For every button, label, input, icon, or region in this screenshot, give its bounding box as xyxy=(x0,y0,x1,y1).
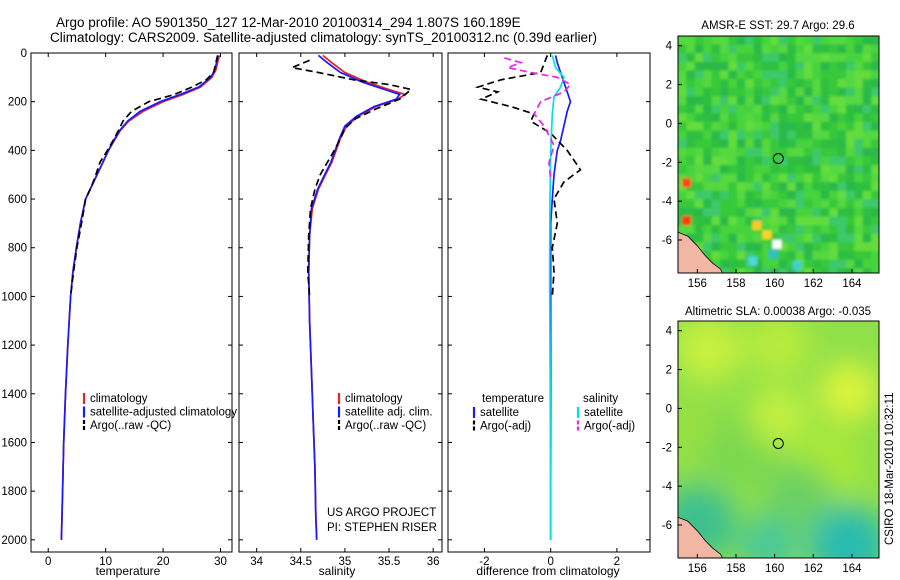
y-tick-label: 1400 xyxy=(1,389,27,401)
x-tick-label: -2 xyxy=(479,556,489,568)
map-x-tick-label: 158 xyxy=(726,278,745,290)
salinity-lines xyxy=(289,54,413,540)
legend-label: Argo(..raw -QC) xyxy=(90,420,171,432)
legend-label: Argo(-adj) xyxy=(480,421,531,433)
sst-map-frame xyxy=(677,35,880,274)
y-tick-label: 400 xyxy=(8,145,27,157)
y-tick-label: 200 xyxy=(8,97,27,109)
temperature-legend: climatology satellite-adjusted climatolog… xyxy=(82,393,237,432)
legend-label: satellite-adjusted climatology xyxy=(90,407,237,419)
map-y-tick-label: -2 xyxy=(662,442,672,454)
difference-x-label: difference from climatology xyxy=(476,564,619,578)
legend-column-title: salinity xyxy=(583,393,618,405)
sla-map-field xyxy=(678,321,879,558)
sst-map-panel: AMSR-E SST: 29.7 Argo: 29.6 156 158 160 162… xyxy=(662,20,880,290)
x-tick-label: 0 xyxy=(547,556,553,568)
salinity-x-ticks: 34 34.5 35 35.5 36 xyxy=(239,52,442,568)
salinity-axes-frame xyxy=(238,52,443,553)
sla-map-frame xyxy=(677,320,880,559)
y-tick-label: 800 xyxy=(8,243,27,255)
map-x-tick-label: 164 xyxy=(842,563,862,575)
map-y-tick-label: -2 xyxy=(662,157,672,169)
map-y-tick-label: 2 xyxy=(666,80,672,92)
header-line-1: Argo profile: AO 5901350_127 12-Mar-2010… xyxy=(56,15,521,30)
y-tick-label: 1800 xyxy=(1,486,27,498)
csiro-stamp: CSIRO 18-Mar-2010 10:32:11 xyxy=(884,392,896,545)
x-tick-label: 0 xyxy=(45,556,51,568)
map-x-tick-label: 156 xyxy=(688,563,707,575)
sst-map-ticks: 156 158 160 162 164 -6 -4 -2 0 2 4 xyxy=(662,41,862,290)
argo-position-marker xyxy=(772,153,784,164)
x-tick-label: 35.5 xyxy=(378,556,400,568)
legend-label: satellite xyxy=(480,407,519,419)
temperature-axes-frame xyxy=(30,52,233,553)
map-y-tick-label: -4 xyxy=(662,196,673,208)
legend-label: climatology xyxy=(345,393,403,405)
map-y-tick-label: -6 xyxy=(662,520,672,532)
y-tick-label: 2000 xyxy=(1,535,27,547)
x-tick-label: 30 xyxy=(214,556,227,568)
y-tick-label: 0 xyxy=(21,48,27,60)
temperature-lines xyxy=(60,55,221,540)
map-y-tick-label: 4 xyxy=(666,326,673,338)
difference-legend: temperature satellite Argo(-adj) salinity sa… xyxy=(472,393,635,433)
map-x-tick-label: 160 xyxy=(765,278,784,290)
map-x-tick-label: 160 xyxy=(765,563,784,575)
x-tick-label: 34 xyxy=(250,556,263,568)
series-line-temperature-argo-adj- xyxy=(474,55,582,297)
pi-credit: PI: STEPHEN RISER xyxy=(327,522,437,534)
difference-panel: -2 0 2 difference from climatology tempera… xyxy=(447,52,651,578)
difference-x-ticks: -2 0 2 xyxy=(448,52,650,568)
sst-map-field xyxy=(678,36,879,273)
map-y-tick-label: 0 xyxy=(666,118,672,130)
series-line-satellite-adj-clim- xyxy=(307,54,401,540)
legend-label: satellite xyxy=(584,407,623,419)
map-x-tick-label: 164 xyxy=(842,278,862,290)
legend-label: Argo(..raw -QC) xyxy=(345,420,426,432)
map-x-tick-label: 156 xyxy=(688,278,707,290)
series-line-argo-raw-qc- xyxy=(69,55,219,297)
argo-position-marker xyxy=(772,438,784,449)
sla-map-ticks: 156 158 160 162 164 -6 -4 -2 0 2 4 xyxy=(662,326,862,575)
salinity-panel: 34 34.5 35 35.5 36 salinity climatology satel… xyxy=(238,52,443,578)
sla-map-title: Altimetric SLA: 0.00038 Argo: -0.035 xyxy=(685,306,871,318)
temperature-x-label: temperature xyxy=(96,564,161,578)
map-y-tick-label: 4 xyxy=(666,41,673,53)
temperature-x-ticks: 0 10 20 30 xyxy=(45,53,227,568)
y-tick-label: 1000 xyxy=(1,291,27,303)
salinity-x-label: salinity xyxy=(319,564,356,578)
x-tick-label: 2 xyxy=(614,556,620,568)
series-line-argo-raw-qc- xyxy=(289,59,413,297)
y-tick-label: 1600 xyxy=(1,437,27,449)
y-tick-label: 1200 xyxy=(1,340,27,352)
x-tick-label: 35 xyxy=(339,556,352,568)
salinity-legend: climatology satellite adj. clim.Argo(..ra… xyxy=(337,393,433,432)
map-x-tick-label: 162 xyxy=(804,563,823,575)
map-y-tick-label: 2 xyxy=(666,365,672,377)
legend-label: Argo(-adj) xyxy=(584,421,635,433)
legend-label: satellite adj. clim. xyxy=(345,407,433,419)
depth-y-ticks: 0 200 400 600 800 1000 1200 1400 1600 1800 2000 xyxy=(1,48,232,547)
map-y-tick-label: -4 xyxy=(662,481,673,493)
legend-column-title: temperature xyxy=(482,393,544,405)
x-tick-label: 36 xyxy=(427,556,440,568)
legend-label: climatology xyxy=(90,393,148,405)
x-tick-label: 34.5 xyxy=(290,556,312,568)
map-x-tick-label: 158 xyxy=(726,563,745,575)
map-y-tick-label: -6 xyxy=(662,235,672,247)
y-tick-label: 600 xyxy=(8,194,27,206)
x-tick-label: 10 xyxy=(99,556,112,568)
sla-map-panel: Altimetric SLA: 0.00038 Argo: -0.035 156… xyxy=(662,306,880,575)
project-credit: US ARGO PROJECT xyxy=(327,507,436,519)
difference-lines xyxy=(474,55,582,540)
sst-map-title: AMSR-E SST: 29.7 Argo: 29.6 xyxy=(701,20,854,32)
map-x-tick-label: 162 xyxy=(804,278,823,290)
x-tick-label: 20 xyxy=(157,556,170,568)
temperature-panel: 0 10 20 30 0 200 400 600 800 1000 1200 1400 1600 180… xyxy=(1,48,237,578)
header-line-2: Climatology: CARS2009. Satellite-adjuste… xyxy=(50,30,597,45)
map-y-tick-label: 0 xyxy=(666,403,672,415)
series-line-satellite-adjusted-climatology xyxy=(60,55,220,540)
